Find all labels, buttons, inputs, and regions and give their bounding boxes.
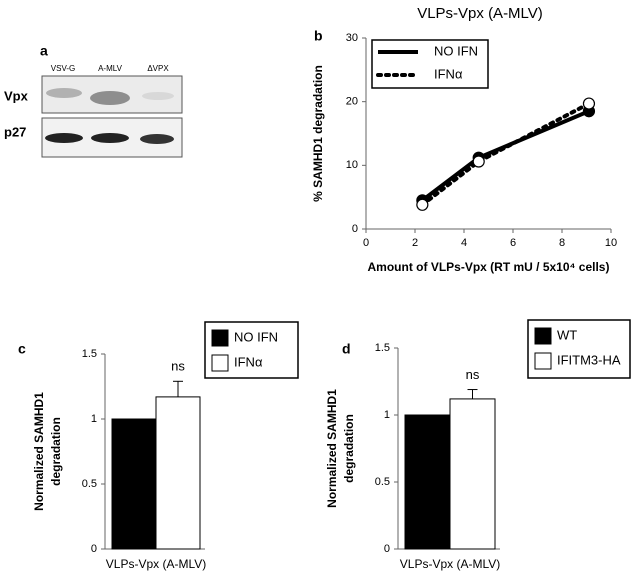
y-tick-label: 0.5 <box>375 476 390 488</box>
bar <box>404 414 451 550</box>
panel-label: d <box>342 341 351 357</box>
blot-band <box>140 134 174 144</box>
lane-label: ΔVPX <box>147 64 169 73</box>
x-tick-label: VLPs-Vpx (A-MLV) <box>400 557 500 571</box>
data-point <box>472 155 485 168</box>
legend-swatch <box>534 327 552 345</box>
y-tick-label: 1.5 <box>375 342 390 354</box>
x-tick-label: VLPs-Vpx (A-MLV) <box>106 557 206 571</box>
lane-label: VSV-G <box>51 64 75 73</box>
legend-swatch <box>211 354 229 372</box>
y-tick-label: 0 <box>384 543 390 555</box>
blot-band <box>91 133 129 143</box>
y-tick-label: 0.5 <box>82 478 97 490</box>
bar <box>111 418 157 550</box>
y-tick-label: 20 <box>346 96 358 108</box>
bar <box>449 398 496 550</box>
blot-row-label: p27 <box>4 124 26 139</box>
data-line <box>420 101 591 207</box>
blot-band <box>142 92 174 100</box>
y-axis-label: Normalized SAMHD1 <box>32 392 46 511</box>
x-tick-label: 0 <box>363 237 369 249</box>
legend-swatch <box>534 352 552 370</box>
chart-title: VLPs-Vpx (A-MLV) <box>417 5 543 22</box>
x-axis-label: Amount of VLPs-Vpx (RT mU / 5x10⁴ cells) <box>368 260 610 274</box>
y-tick-label: 1 <box>384 409 390 421</box>
panel-label: c <box>18 341 26 357</box>
y-tick-label: 0 <box>91 543 97 555</box>
y-axis-label: Normalized SAMHD1 <box>325 389 339 508</box>
x-tick-label: 4 <box>461 237 467 249</box>
x-tick-label: 8 <box>559 237 565 249</box>
blot-band <box>90 91 130 105</box>
legend-label: NO IFN <box>234 329 278 344</box>
x-tick-label: 6 <box>510 237 516 249</box>
blot-band <box>46 88 82 98</box>
bar <box>155 396 201 550</box>
annotation: ns <box>171 359 185 374</box>
y-axis-label: degradation <box>342 414 356 483</box>
legend-swatch <box>211 329 229 347</box>
annotation: ns <box>466 367 480 382</box>
blot-band <box>45 133 83 143</box>
data-point <box>582 97 596 110</box>
lane-label: A-MLV <box>98 64 123 73</box>
legend-label: NO IFN <box>434 43 478 58</box>
y-tick-label: 10 <box>346 159 358 171</box>
y-tick-label: 30 <box>346 32 358 44</box>
legend-label: IFITM3-HA <box>557 352 621 367</box>
legend-label: IFNα <box>234 354 263 369</box>
x-tick-label: 10 <box>605 237 617 249</box>
y-axis-label: degradation <box>49 417 63 486</box>
x-tick-label: 2 <box>412 237 418 249</box>
panel-label: a <box>40 43 48 59</box>
y-tick-label: 0 <box>352 223 358 235</box>
y-axis-label: % SAMHD1 degradation <box>311 65 325 202</box>
data-point <box>416 198 429 211</box>
legend-label: WT <box>557 327 577 342</box>
blot-row-label: Vpx <box>4 88 29 103</box>
y-tick-label: 1.5 <box>82 348 97 360</box>
y-tick-label: 1 <box>91 413 97 425</box>
panel-label: b <box>314 28 323 44</box>
legend-box <box>371 39 489 89</box>
legend-label: IFNα <box>434 66 463 81</box>
